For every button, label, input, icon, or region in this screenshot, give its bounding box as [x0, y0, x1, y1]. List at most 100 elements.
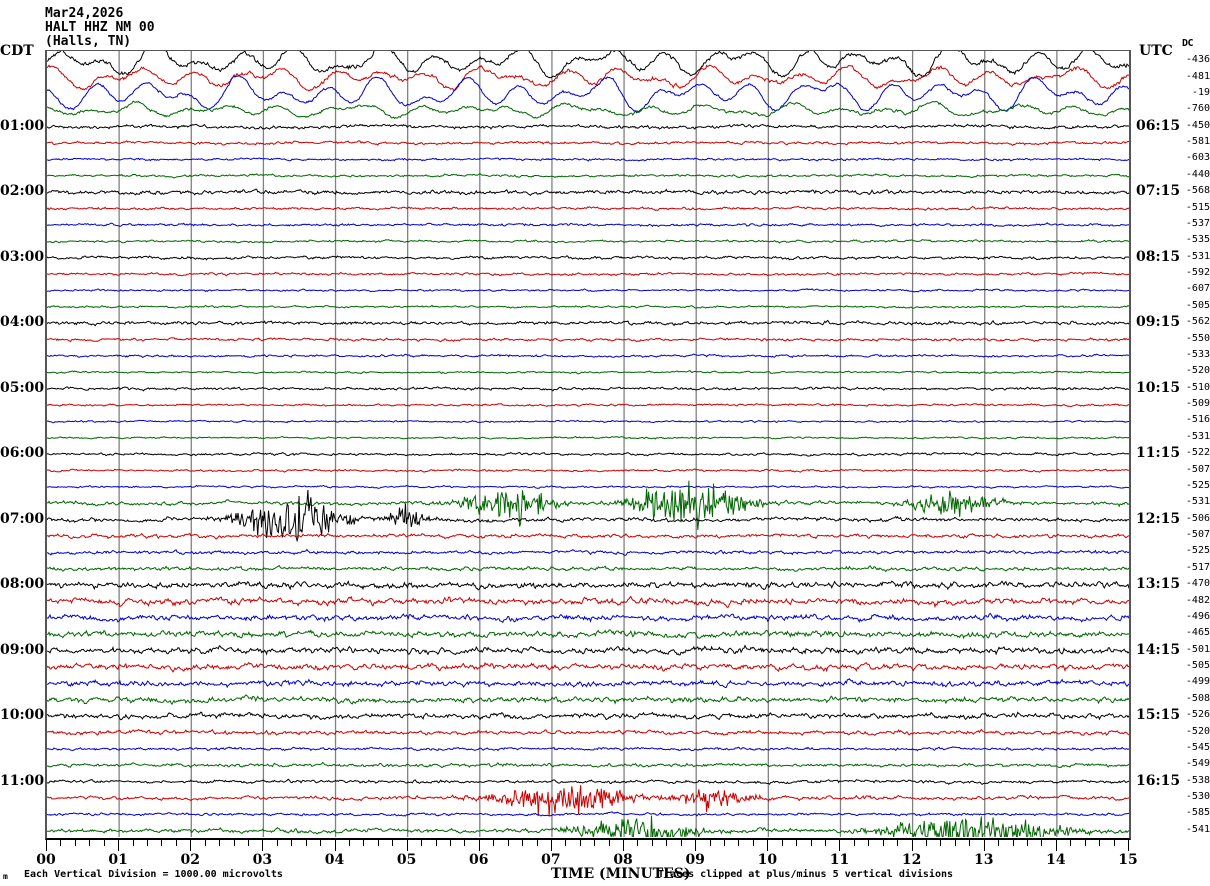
dc-value: -499: [1185, 676, 1210, 688]
seismogram-trace: [47, 222, 1129, 228]
seismogram-trace: [47, 435, 1129, 440]
dc-value: -760: [1185, 103, 1210, 115]
seismogram-plot-area[interactable]: [45, 50, 1131, 840]
left-hour-label: 10:00: [0, 707, 45, 724]
minute-tick-minor: [853, 840, 855, 846]
dc-value: -607: [1185, 283, 1210, 295]
dc-value: -531: [1185, 250, 1210, 262]
dc-value: -470: [1185, 578, 1210, 590]
minute-tick-minor: [507, 840, 509, 846]
minute-tick-minor: [363, 840, 365, 846]
left-hour-label: 07:00: [0, 510, 45, 527]
seismogram-trace: [47, 678, 1129, 689]
right-hour-label: 16:15: [1136, 772, 1181, 789]
seismogram-trace: [47, 548, 1129, 556]
minute-label: 07: [541, 852, 561, 868]
left-hour-label: 04:00: [0, 314, 45, 331]
seismogram-trace: [47, 489, 1129, 543]
dc-value: -515: [1185, 201, 1210, 213]
dc-value: -505: [1185, 660, 1210, 672]
left-timezone-label: CDT: [0, 43, 34, 59]
minute-tick-minor: [449, 840, 451, 846]
dc-value: -450: [1185, 119, 1210, 131]
dc-value: -549: [1185, 758, 1210, 770]
minute-tick-minor: [233, 840, 235, 846]
minute-label: 08: [613, 852, 633, 868]
dc-value: -581: [1185, 136, 1210, 148]
minute-tick-minor: [175, 840, 177, 846]
minute-tick-major: [1128, 840, 1129, 851]
minute-tick-major: [46, 840, 47, 851]
minute-label: 11: [829, 852, 850, 868]
seismogram-trace: [47, 403, 1129, 408]
dc-value: -436: [1185, 54, 1210, 66]
seismogram-trace: [47, 532, 1129, 540]
minute-tick-minor: [348, 840, 350, 846]
minute-tick-minor: [608, 840, 610, 846]
seismogram-trace: [47, 644, 1129, 656]
minute-tick-minor: [522, 840, 524, 846]
left-hour-label: 08:00: [0, 576, 45, 593]
dc-value: -541: [1185, 823, 1210, 835]
minute-tick-minor: [464, 840, 466, 846]
seismogram-trace: [47, 239, 1129, 244]
seismogram-trace: [47, 815, 1129, 837]
dc-value: -440: [1185, 168, 1210, 180]
xaxis-title: TIME (MINUTES): [551, 866, 691, 882]
dc-value: -531: [1185, 496, 1210, 508]
left-hour-label: 03:00: [0, 248, 45, 265]
seismogram-trace: [47, 778, 1129, 786]
minute-tick-major: [767, 840, 769, 851]
dc-value: -520: [1185, 725, 1210, 737]
right-hour-label: 09:15: [1136, 314, 1181, 331]
dc-value: -505: [1185, 299, 1210, 311]
dc-value: -501: [1185, 643, 1210, 655]
dc-value: -592: [1185, 267, 1210, 279]
right-hour-label: 10:15: [1136, 379, 1181, 396]
seismogram-trace: [47, 480, 1129, 530]
minute-tick-minor: [637, 840, 639, 846]
right-hour-label: 07:15: [1136, 183, 1181, 200]
minute-tick-minor: [709, 840, 711, 846]
minute-tick-minor: [666, 840, 668, 846]
seismogram-trace: [47, 319, 1129, 327]
minute-tick-minor: [1070, 840, 1072, 846]
minute-tick-minor: [969, 840, 971, 846]
minute-tick-minor: [146, 840, 148, 846]
dc-value: -525: [1185, 479, 1210, 491]
seismogram-trace: [47, 288, 1129, 293]
minute-tick-major: [334, 840, 336, 851]
header-station-code: HALT HHZ NM 00: [45, 20, 155, 35]
minute-label: 00: [36, 852, 56, 868]
minute-tick-minor: [204, 840, 206, 846]
seismogram-trace: [47, 51, 1129, 79]
dc-value: -520: [1185, 365, 1210, 377]
minute-tick-minor: [435, 840, 437, 846]
minute-tick-axis: [45, 840, 1131, 852]
dc-value: -531: [1185, 430, 1210, 442]
minute-tick-minor: [882, 840, 884, 846]
seismogram-trace: [47, 728, 1129, 736]
minute-tick-major: [1055, 840, 1057, 851]
seismogram-trace: [47, 157, 1129, 162]
minute-label: 12: [901, 852, 922, 868]
minute-tick-minor: [926, 840, 928, 846]
seismogram-trace: [47, 173, 1129, 179]
dc-value: -545: [1185, 741, 1210, 753]
minute-label: 10: [757, 852, 778, 868]
minute-tick-minor: [781, 840, 783, 846]
seismogram-trace: [47, 746, 1129, 752]
seismogram-trace: [47, 451, 1129, 457]
dc-value: -516: [1185, 414, 1210, 426]
minute-tick-minor: [103, 840, 105, 846]
seismogram-trace: [47, 255, 1129, 261]
minute-tick-major: [550, 840, 552, 851]
seismogram-trace: [47, 75, 1129, 114]
dc-value: -535: [1185, 234, 1210, 246]
seismogram-trace: [47, 484, 1129, 489]
minute-tick-minor: [1113, 840, 1115, 846]
minute-tick-minor: [954, 840, 956, 846]
minute-tick-major: [262, 840, 264, 851]
seismogram-trace: [47, 811, 1129, 817]
seismogram-trace: [47, 188, 1129, 196]
